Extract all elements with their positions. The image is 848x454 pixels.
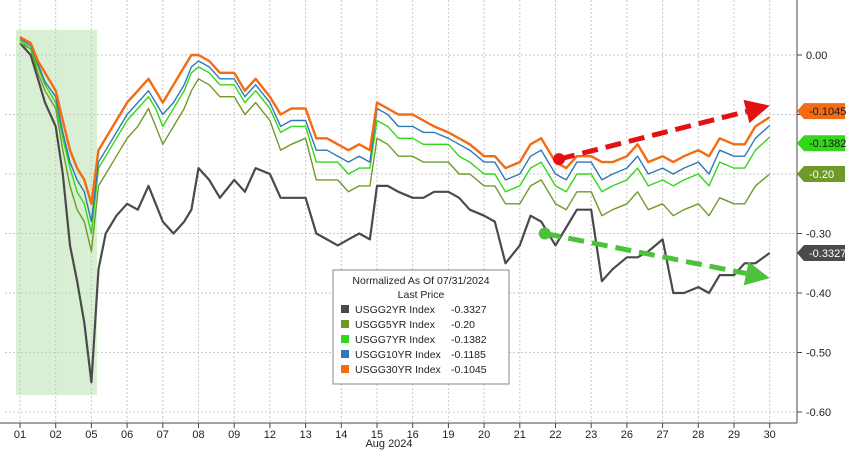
last-value-tag-text: -0.1045 — [809, 106, 846, 118]
arrow-annotation-dot — [553, 153, 566, 166]
legend-swatch — [341, 350, 349, 358]
legend-item: USGG5YR Index -0.20 — [341, 319, 475, 331]
last-value-tag-bg — [797, 135, 845, 152]
legend-item: USGG2YR Index -0.3327 — [341, 304, 487, 316]
x-tick-label: 20 — [478, 429, 490, 441]
series-layer — [19, 36, 771, 384]
x-tick-label: 14 — [335, 429, 347, 441]
legend-swatch — [341, 335, 349, 343]
x-tick-label: 30 — [764, 429, 776, 441]
x-tick-label: 13 — [299, 429, 311, 441]
x-axis: 01 02 05 06 07 08 09 12 13 14 15 16 19 20 21 22 23 26 27 28… — [14, 423, 776, 441]
legend-series-value: -0.1382 — [451, 334, 487, 346]
legend-series-value: -0.1185 — [451, 349, 486, 361]
x-tick-label: 26 — [621, 429, 633, 441]
legend-subtitle: Last Price — [398, 289, 445, 301]
last-value-tags: -0.3327 -0.20 -0.1382 -0.1045 — [797, 103, 846, 261]
series-line-usgg10yr — [19, 37, 771, 223]
legend: Normalized As Of 07/31/2024 Last Price U… — [332, 269, 510, 385]
series-line-usgg7yr — [19, 39, 771, 235]
arrow-annotation-line — [558, 109, 748, 162]
legend-series-name: USGG2YR Index — [355, 304, 436, 316]
last-value-tag: -0.1045 — [797, 103, 846, 120]
last-value-tag-bg — [797, 244, 845, 261]
x-tick-label: 22 — [549, 429, 561, 441]
y-tick-label: -0.40 — [806, 288, 831, 300]
last-value-tag-text: -0.1382 — [809, 138, 846, 150]
series-line-usgg5yr — [19, 42, 771, 253]
arrow-annotation-dot — [538, 227, 551, 240]
x-axis-sublabel: Aug 2024 — [365, 438, 412, 450]
x-tick-label: 28 — [692, 429, 704, 441]
last-value-tag-bg — [797, 103, 845, 120]
legend-swatch — [341, 365, 349, 373]
last-value-tag-bg — [797, 166, 845, 182]
x-tick-label: 29 — [728, 429, 740, 441]
legend-item: USGG30YR Index -0.1045 — [341, 364, 487, 376]
last-value-tag: -0.20 — [797, 166, 845, 182]
last-value-tag: -0.3327 — [797, 244, 846, 261]
x-tick-label: 23 — [585, 429, 597, 441]
legend-box — [332, 269, 510, 385]
x-tick-label: 19 — [442, 429, 454, 441]
legend-item: USGG10YR Index -0.1185 — [341, 349, 486, 361]
annotations — [538, 99, 770, 286]
y-tick-label: -0.50 — [806, 348, 831, 360]
x-tick-label: 08 — [192, 429, 204, 441]
y-tick-label: -0.30 — [806, 229, 831, 241]
y-tick-label: -0.60 — [806, 407, 831, 419]
x-tick-label: 21 — [514, 429, 526, 441]
x-tick-label: 05 — [85, 429, 97, 441]
arrow-annotation-head — [743, 99, 770, 124]
legend-item: USGG7YR Index -0.1382 — [341, 334, 487, 346]
x-tick-label: 07 — [157, 429, 169, 441]
x-tick-label: 09 — [228, 429, 240, 441]
legend-series-value: -0.20 — [451, 319, 475, 331]
x-tick-label: 16 — [407, 429, 419, 441]
x-tick-label: 12 — [264, 429, 276, 441]
last-value-tag-text: -0.20 — [809, 169, 834, 181]
series-line-usgg30yr — [19, 36, 771, 205]
x-tick-label: 27 — [656, 429, 668, 441]
y-tick-label: 0.00 — [806, 50, 827, 62]
legend-series-name: USGG10YR Index — [355, 349, 442, 361]
x-tick-label: 02 — [50, 429, 62, 441]
arrow-annotation-line — [544, 231, 747, 276]
highlight-region — [16, 30, 97, 395]
legend-series-name: USGG7YR Index — [355, 334, 436, 346]
arrow-annotation-head — [743, 261, 770, 286]
x-tick-label: 06 — [121, 429, 133, 441]
legend-swatch — [341, 305, 349, 313]
legend-title: Normalized As Of 07/31/2024 — [352, 275, 489, 287]
legend-series-value: -0.3327 — [451, 304, 487, 316]
last-value-tag-text: -0.3327 — [809, 248, 846, 260]
legend-series-name: USGG5YR Index — [355, 319, 436, 331]
x-tick-label: 15 — [371, 429, 383, 441]
last-value-tag: -0.1382 — [797, 135, 846, 152]
series-line-usgg2yr — [19, 42, 771, 384]
x-tick-label: 01 — [14, 429, 26, 441]
legend-swatch — [341, 320, 349, 328]
legend-series-value: -0.1045 — [451, 364, 487, 376]
legend-series-name: USGG30YR Index — [355, 364, 442, 376]
